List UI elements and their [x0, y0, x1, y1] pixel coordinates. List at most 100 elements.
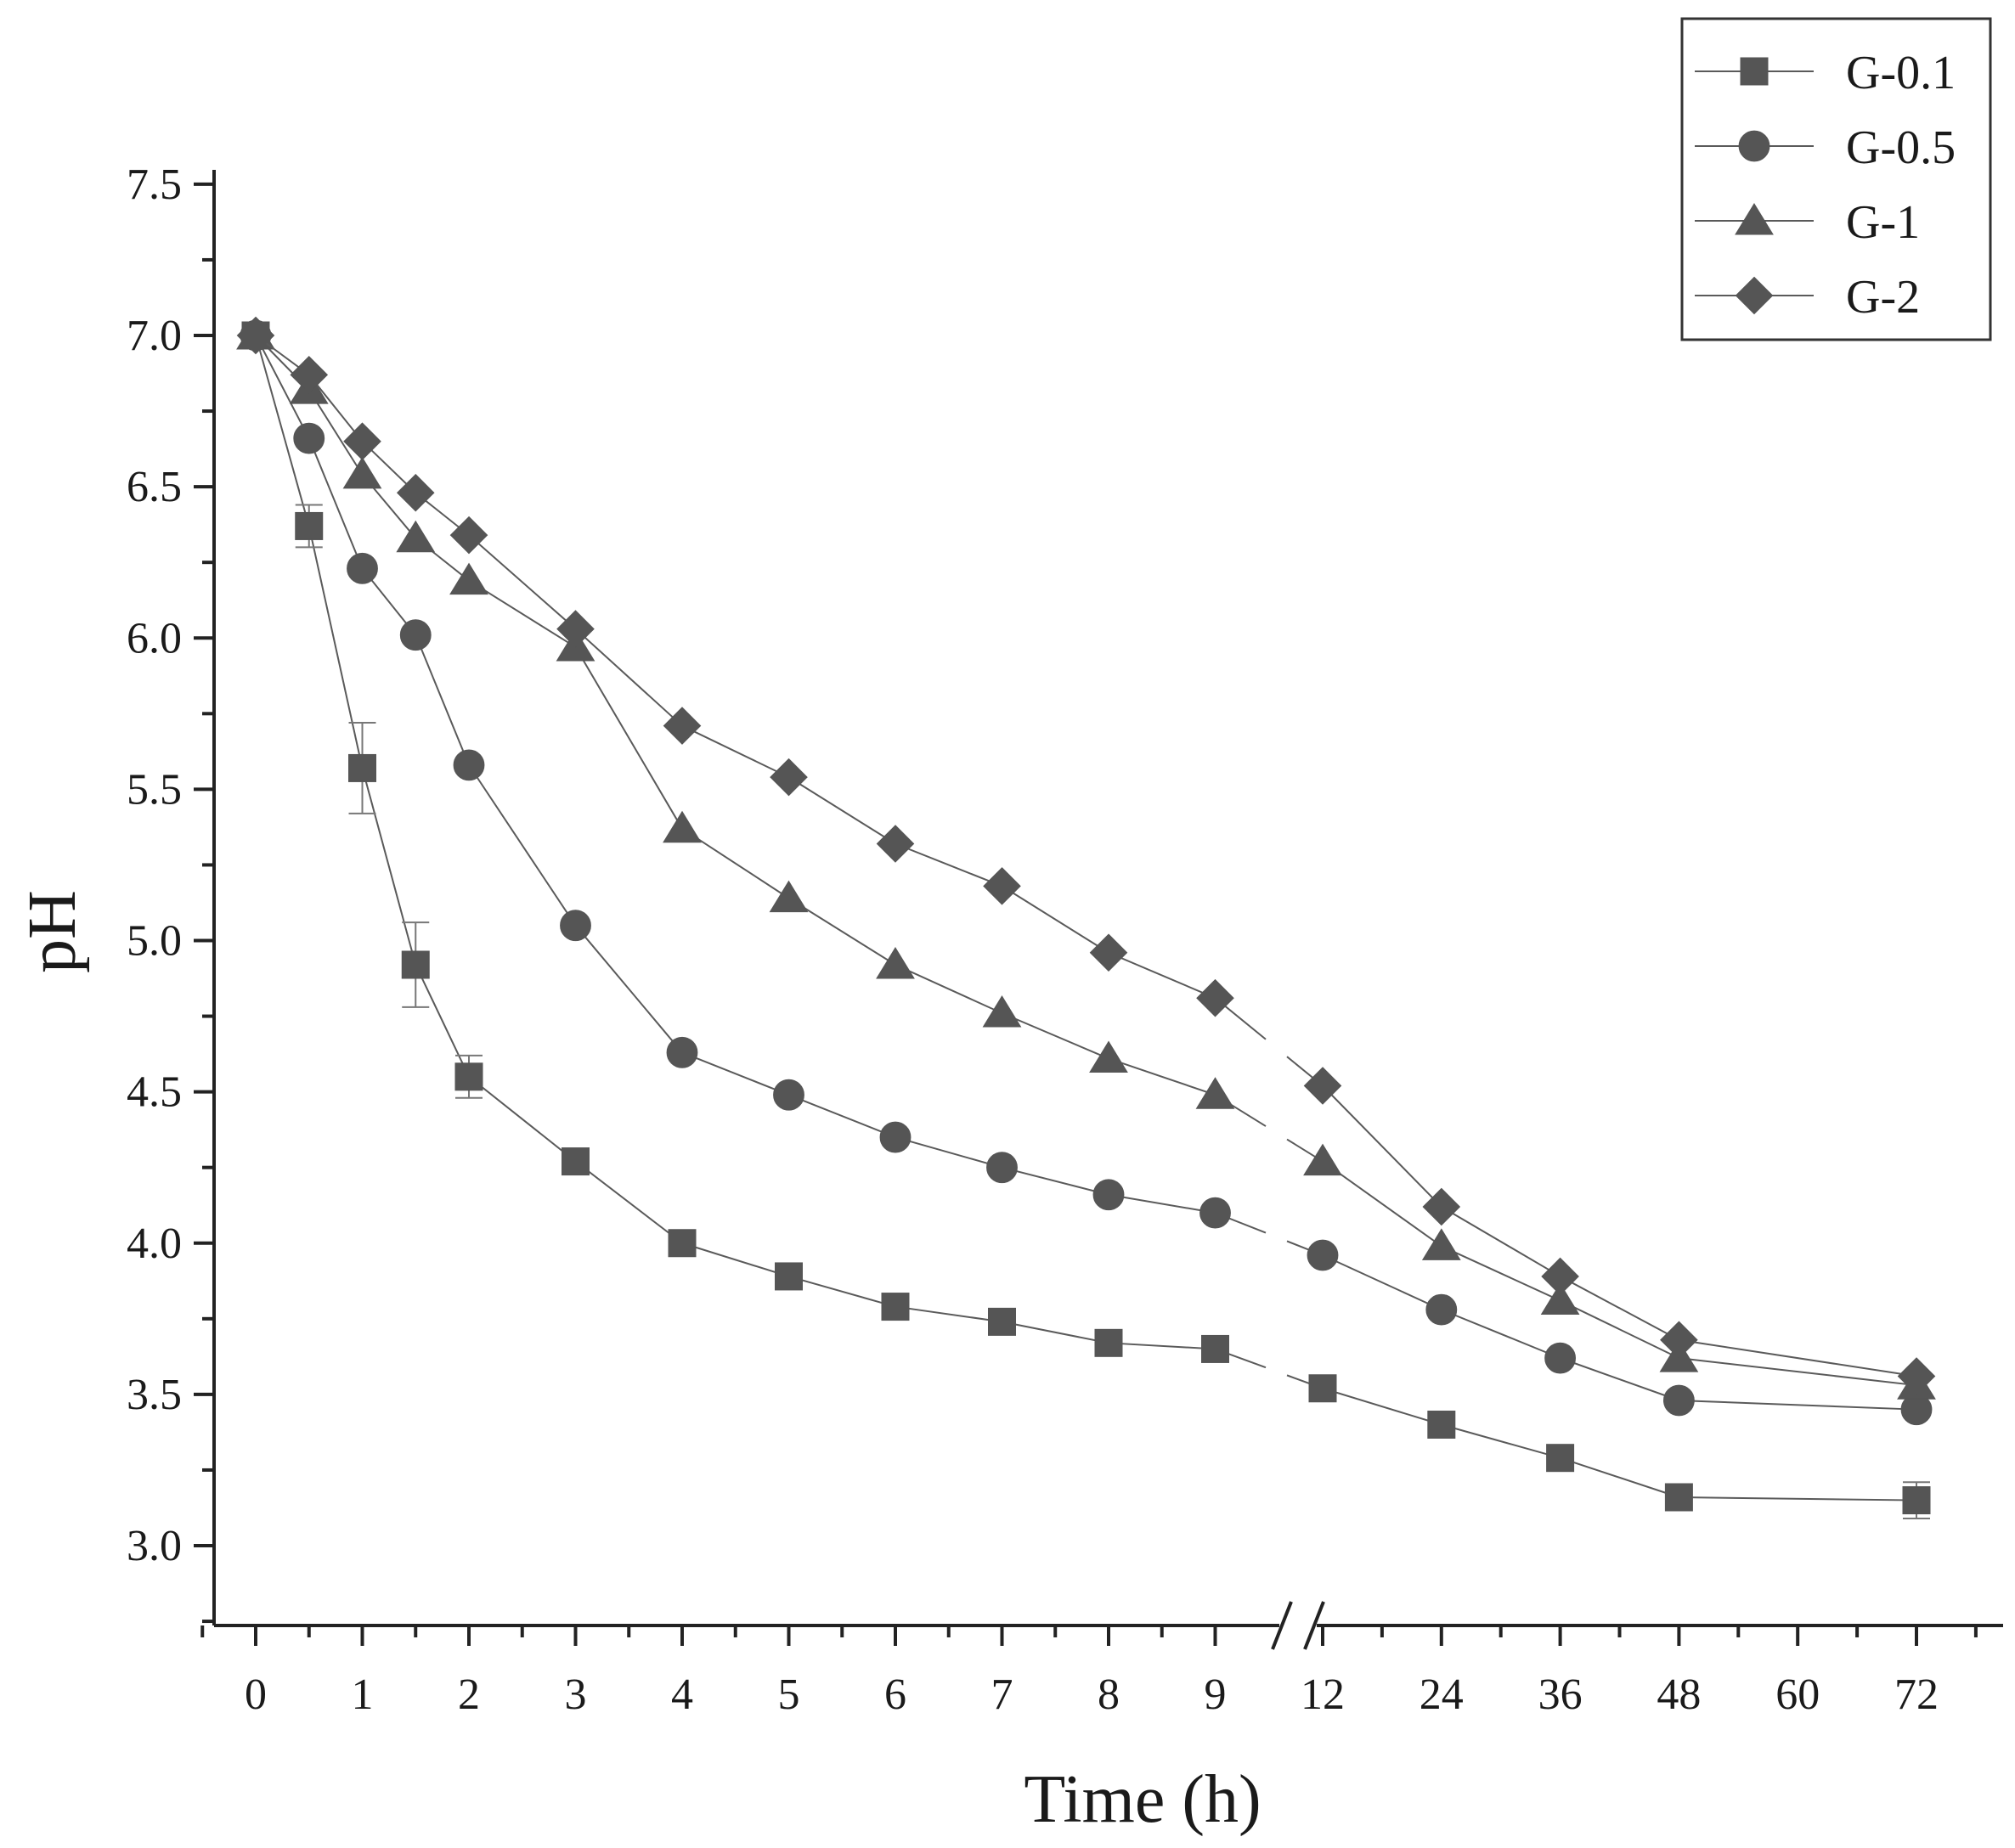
data-point-diamond [770, 758, 808, 797]
series-segment [308, 437, 364, 569]
data-point-triangle [342, 456, 382, 489]
data-point-square [454, 1062, 483, 1091]
series-segment [1002, 1166, 1109, 1196]
series-G-0.5 [240, 319, 1933, 1426]
data-point-diamond [396, 473, 435, 512]
x-tick-label: 2 [458, 1671, 480, 1719]
data-point-square [988, 1307, 1016, 1336]
x-tick-label: 1 [352, 1671, 374, 1719]
data-point-circle [666, 1036, 698, 1068]
series-segment [895, 842, 1002, 887]
series-segment [895, 964, 1002, 1014]
legend-label: G-0.1 [1846, 47, 1956, 99]
x-tick-label: 4 [671, 1671, 693, 1719]
data-point-triangle [1303, 1143, 1342, 1176]
x-tick-label: 0 [245, 1671, 267, 1719]
series-segment [1001, 885, 1109, 954]
data-point-circle [453, 749, 485, 781]
data-point-square [1201, 1334, 1229, 1363]
data-point-triangle [449, 562, 488, 595]
legend-marker-diamond [1735, 276, 1774, 315]
legend-item: G-1 [1695, 196, 1920, 249]
series-segment [574, 1160, 683, 1244]
data-point-diamond [1196, 978, 1234, 1017]
x-tick-label: 3 [565, 1671, 587, 1719]
data-point-triangle [1195, 1077, 1235, 1109]
data-point-circle [1307, 1239, 1339, 1271]
data-point-circle [1662, 1384, 1695, 1417]
data-point-circle [879, 1121, 912, 1153]
data-point-diamond [983, 867, 1021, 905]
data-point-circle [293, 422, 325, 454]
data-point-diamond [449, 516, 488, 555]
data-point-square [668, 1229, 697, 1258]
series-segment [1441, 1423, 1561, 1459]
series-segment [1322, 1254, 1442, 1311]
series-segment [681, 1242, 789, 1277]
series-segment [574, 646, 683, 830]
series-segment [255, 335, 310, 527]
data-point-diamond [663, 707, 702, 745]
data-point-circle [986, 1152, 1018, 1184]
x-tick-label: 36 [1538, 1671, 1583, 1719]
series-segment [1441, 1309, 1561, 1360]
x-tick-label: 8 [1098, 1671, 1120, 1719]
data-point-diamond [236, 316, 275, 355]
series-segment [1560, 1357, 1679, 1401]
legend-item: G-0.1 [1695, 47, 1956, 99]
data-point-square [1902, 1486, 1931, 1515]
series-segment [1002, 1012, 1109, 1060]
data-point-circle [773, 1079, 804, 1111]
series-segment [255, 335, 310, 439]
series-segment [415, 964, 470, 1078]
data-point-circle [399, 619, 432, 651]
x-tick-label: 9 [1205, 1671, 1227, 1719]
x-tick-label: 60 [1775, 1671, 1820, 1719]
y-tick-label: 5.5 [127, 765, 182, 814]
data-point-diamond [290, 356, 329, 394]
data-point-circle [1092, 1179, 1125, 1211]
axis-break-mark [1303, 1601, 1325, 1650]
x-tick-label: 12 [1301, 1671, 1345, 1719]
axes: 3.03.54.04.55.05.56.06.57.07.50 1 2 3 4 5 6 7 8 9… [127, 161, 2003, 1719]
axis-break-mark [1271, 1601, 1293, 1650]
data-point-square [401, 950, 430, 979]
series-segment [1002, 1321, 1109, 1344]
series-G-2 [236, 316, 1936, 1395]
data-point-circle [347, 552, 378, 584]
data-point-circle [1199, 1197, 1231, 1229]
data-point-diamond [1897, 1357, 1936, 1395]
series-segment [1441, 1245, 1561, 1302]
data-point-square [295, 511, 324, 540]
series-segment [681, 724, 789, 779]
data-point-square [1546, 1444, 1575, 1473]
legend: G-0.1 G-0.5 G-1 G-2 [1680, 17, 1992, 341]
series-segment [468, 764, 577, 927]
x-tick-label: 7 [991, 1671, 1013, 1719]
series-segment [787, 776, 896, 845]
x-tick-label: 24 [1420, 1671, 1464, 1719]
x-tick-label: 48 [1657, 1671, 1701, 1719]
data-point-diamond [876, 825, 915, 863]
series-segment [361, 768, 417, 966]
data-point-diamond [556, 610, 595, 648]
series-segment [415, 634, 470, 766]
y-tick-label: 4.0 [127, 1220, 182, 1268]
series-segment [788, 1275, 896, 1308]
data-point-square [348, 753, 376, 782]
series-segment [468, 1076, 577, 1163]
y-tick-label: 4.5 [127, 1068, 182, 1117]
series-segment [1108, 1342, 1216, 1350]
data-point-square [1308, 1374, 1337, 1403]
data-point-circle [1544, 1342, 1577, 1374]
data-point-triangle [1540, 1282, 1580, 1315]
legend-label: G-1 [1846, 196, 1920, 249]
data-point-triangle [663, 810, 702, 843]
series-segment [787, 897, 896, 966]
series-segment [574, 628, 683, 727]
legend-item: G-0.5 [1695, 121, 1956, 174]
series-G-1 [236, 318, 1936, 1400]
data-point-triangle [982, 995, 1022, 1028]
series-segment [308, 389, 364, 476]
series-segment [1322, 1085, 1442, 1208]
